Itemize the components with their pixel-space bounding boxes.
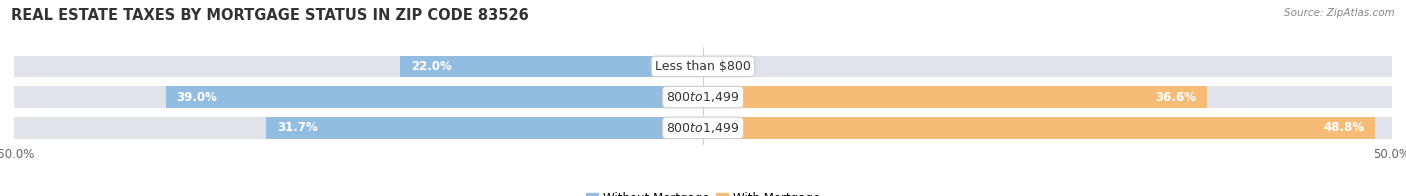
Text: $800 to $1,499: $800 to $1,499 [666, 121, 740, 135]
Text: 39.0%: 39.0% [177, 91, 218, 104]
Text: 48.8%: 48.8% [1323, 121, 1364, 134]
Bar [14, 117, 1392, 139]
Text: $800 to $1,499: $800 to $1,499 [666, 90, 740, 104]
Bar [14, 86, 1392, 108]
Bar [166, 86, 703, 108]
Bar [14, 56, 1392, 77]
Bar [703, 86, 1208, 108]
Legend: Without Mortgage, With Mortgage: Without Mortgage, With Mortgage [581, 187, 825, 196]
Bar [266, 117, 703, 139]
Bar [703, 117, 1375, 139]
Text: 31.7%: 31.7% [277, 121, 318, 134]
Text: REAL ESTATE TAXES BY MORTGAGE STATUS IN ZIP CODE 83526: REAL ESTATE TAXES BY MORTGAGE STATUS IN … [11, 8, 529, 23]
Text: 36.6%: 36.6% [1156, 91, 1197, 104]
Text: Less than $800: Less than $800 [655, 60, 751, 73]
Text: 0.0%: 0.0% [710, 60, 740, 73]
Text: 22.0%: 22.0% [411, 60, 451, 73]
Text: Source: ZipAtlas.com: Source: ZipAtlas.com [1284, 8, 1395, 18]
Bar [399, 56, 703, 77]
